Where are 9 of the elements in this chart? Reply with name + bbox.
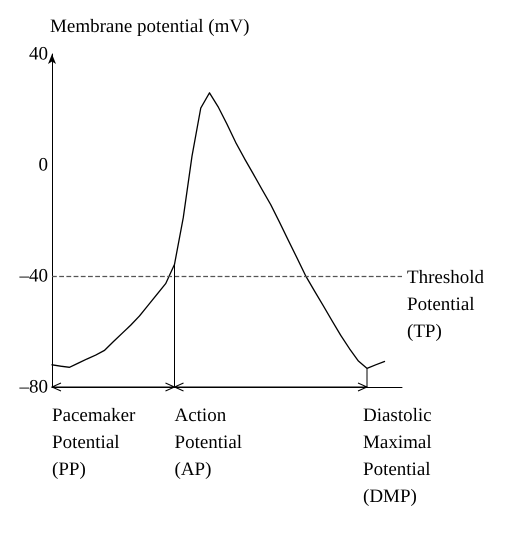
text: Action Potential (AP) [174, 405, 242, 480]
y-tick-label: 0 [38, 154, 48, 176]
y-axis-title: Membrane potential (mV) [50, 16, 250, 37]
text: Diastolic Maximal Potential (DMP) [363, 405, 432, 507]
y-tick-label: –80 [18, 376, 48, 398]
y-tick-label: –40 [18, 266, 48, 286]
ref-line-label: Threshold Potential (TP) [407, 267, 485, 342]
y-tick-label: 40 [29, 44, 48, 64]
text: Pacemaker Potential (PP) [52, 405, 136, 480]
